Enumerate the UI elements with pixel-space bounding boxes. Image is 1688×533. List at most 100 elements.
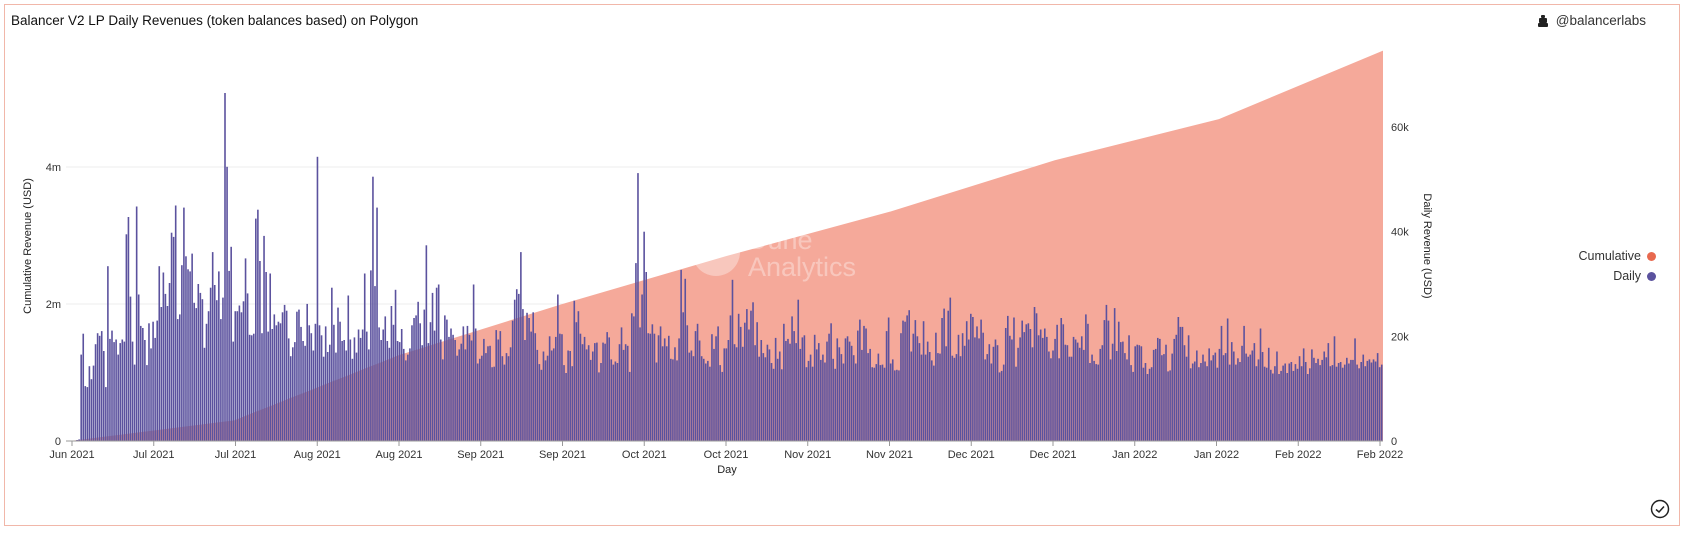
daily-bar: [854, 363, 857, 441]
daily-bar: [594, 343, 596, 441]
daily-bar: [84, 386, 87, 441]
daily-bar: [651, 324, 654, 441]
daily-bar: [935, 332, 937, 441]
daily-bar: [513, 299, 516, 441]
daily-bar: [468, 334, 471, 441]
daily-bar: [842, 363, 845, 441]
daily-bar: [1002, 364, 1005, 441]
daily-bar: [805, 367, 808, 441]
daily-bar: [762, 353, 765, 441]
daily-bar: [1214, 352, 1217, 441]
daily-bar: [90, 379, 93, 441]
daily-bar: [166, 306, 169, 441]
x-tick-label: Aug 2021: [294, 449, 341, 461]
daily-bar: [1062, 324, 1065, 441]
daily-bar: [972, 317, 974, 441]
daily-bar: [1120, 342, 1122, 441]
daily-bar: [692, 356, 695, 441]
daily-bar: [341, 341, 343, 441]
chart-title: Balancer V2 LP Daily Revenues (token bal…: [11, 13, 419, 28]
daily-bar: [409, 348, 411, 441]
daily-bar: [423, 309, 426, 441]
daily-bar: [493, 366, 495, 441]
daily-bar: [355, 352, 358, 441]
daily-bar: [306, 303, 308, 441]
daily-bar: [222, 297, 224, 441]
daily-bar: [82, 333, 85, 441]
daily-bar: [1039, 329, 1042, 441]
daily-bar: [509, 347, 512, 441]
daily-bar: [172, 236, 175, 441]
daily-bar: [994, 339, 997, 441]
daily-bar: [719, 365, 721, 441]
daily-bar: [1298, 356, 1301, 441]
daily-bar: [976, 326, 978, 441]
daily-bar: [544, 360, 547, 441]
daily-bar: [1294, 364, 1297, 441]
daily-bar: [520, 252, 522, 441]
daily-bar: [565, 373, 567, 441]
daily-bar: [591, 351, 594, 441]
daily-bar: [1050, 358, 1052, 441]
daily-bar: [700, 356, 703, 441]
daily-bar: [659, 326, 662, 441]
daily-bar: [1132, 371, 1134, 441]
daily-bar: [507, 356, 510, 441]
daily-bar: [390, 306, 393, 441]
daily-bar: [1341, 367, 1344, 441]
daily-bar: [1272, 373, 1274, 441]
daily-bar: [902, 320, 904, 441]
legend-item-daily[interactable]: Daily: [1578, 266, 1656, 286]
daily-bar: [238, 305, 241, 441]
daily-bar: [717, 326, 719, 441]
daily-bar: [433, 330, 436, 441]
daily-bar: [139, 325, 142, 441]
daily-bar: [370, 270, 372, 441]
daily-bar: [80, 354, 82, 441]
daily-bar: [1111, 343, 1114, 441]
daily-bar: [1146, 374, 1149, 441]
daily-bar: [996, 345, 999, 441]
daily-bar: [750, 310, 752, 441]
daily-bar: [628, 371, 631, 441]
daily-bar: [731, 279, 734, 441]
daily-bar: [563, 365, 565, 441]
daily-bar: [1329, 366, 1332, 441]
author-link[interactable]: @balancerlabs: [1536, 13, 1646, 28]
daily-bar: [137, 294, 140, 441]
daily-bar: [1165, 344, 1167, 441]
daily-bar: [774, 337, 777, 441]
daily-bar: [1309, 368, 1311, 441]
daily-bar: [1372, 359, 1375, 441]
x-axis-title: Day: [717, 464, 737, 476]
y-left-tick-label: 2m: [46, 299, 61, 311]
daily-bar: [250, 335, 253, 441]
daily-bar: [1265, 367, 1268, 441]
daily-bar: [197, 284, 200, 441]
daily-bar: [1122, 341, 1124, 441]
daily-bar: [980, 319, 982, 441]
daily-bar: [1058, 358, 1060, 441]
daily-bar: [1175, 334, 1178, 441]
daily-bar: [737, 313, 740, 441]
daily-bar: [257, 209, 259, 441]
daily-bar: [1306, 374, 1309, 441]
daily-bar: [439, 339, 442, 441]
daily-bar: [111, 330, 113, 441]
daily-bar: [982, 332, 984, 441]
daily-bar: [1193, 361, 1196, 441]
daily-bar: [1259, 328, 1262, 441]
daily-bar: [201, 299, 204, 441]
daily-bar: [581, 344, 584, 441]
daily-bar: [273, 314, 276, 441]
daily-bar: [1253, 343, 1256, 441]
daily-bar: [585, 349, 588, 441]
daily-bar: [807, 360, 810, 441]
daily-bar: [1319, 365, 1321, 441]
legend-item-cumulative[interactable]: Cumulative: [1578, 246, 1656, 266]
daily-bar: [220, 319, 222, 441]
daily-bar: [497, 339, 500, 441]
daily-bar: [920, 354, 923, 441]
daily-bar: [924, 354, 927, 441]
y-right-axis-title: Daily Revenue (USD): [1421, 193, 1433, 298]
